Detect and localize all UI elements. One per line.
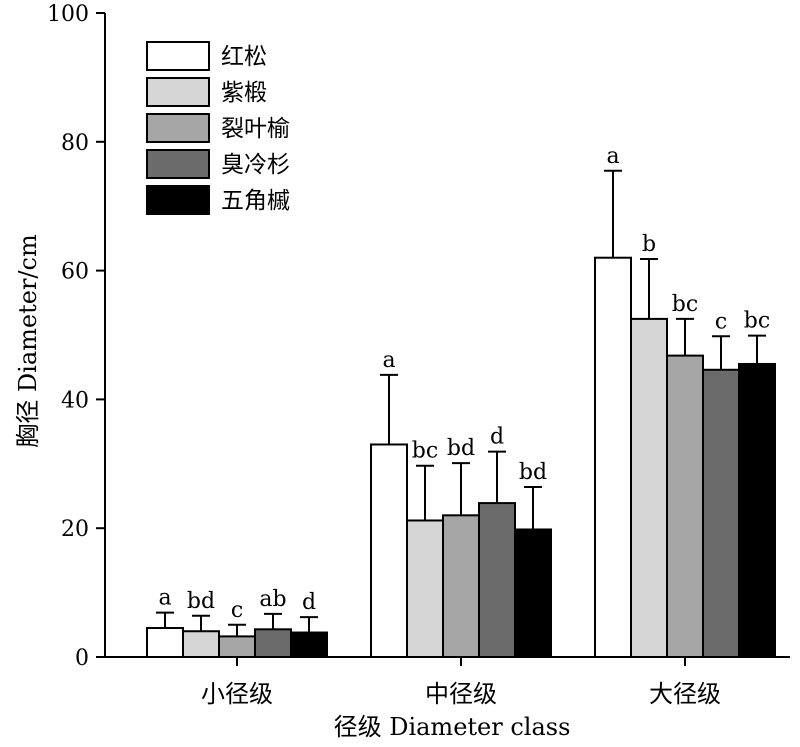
bar — [666, 354, 704, 658]
y-axis-title: 胸径 Diameter/cm — [14, 234, 42, 448]
bar — [630, 317, 668, 658]
significance-label: bc — [412, 439, 438, 464]
bar — [442, 514, 480, 658]
bar — [146, 627, 184, 659]
legend-label: 臭冷杉 — [221, 152, 290, 178]
legend-swatch — [146, 77, 210, 107]
bar — [370, 443, 408, 659]
bar — [254, 628, 292, 658]
significance-label: bd — [519, 460, 547, 485]
legend-swatch — [146, 149, 210, 179]
x-axis-title: 径级 Diameter class — [334, 713, 571, 741]
legend-label: 红松 — [221, 44, 267, 70]
significance-label: c — [231, 598, 243, 623]
legend-swatch — [146, 185, 210, 215]
y-tick-label: 80 — [61, 131, 89, 156]
x-tick-label: 中径级 — [425, 680, 497, 708]
significance-label: a — [382, 348, 395, 373]
bar — [218, 635, 256, 659]
y-tick-label: 20 — [61, 517, 89, 542]
x-axis: 小径级 中径级 大径级 — [105, 656, 790, 708]
significance-label: a — [158, 586, 171, 611]
y-axis: 0 20 40 60 80 100 — [47, 2, 106, 671]
significance-label: a — [606, 144, 619, 169]
y-tick-label: 60 — [61, 260, 89, 285]
significance-label: bc — [744, 309, 770, 334]
bar — [478, 502, 516, 659]
x-tick-label: 小径级 — [201, 680, 273, 708]
bar — [406, 519, 444, 658]
significance-label: bd — [447, 436, 475, 461]
bar — [290, 631, 328, 659]
legend-swatch — [146, 113, 210, 143]
significance-label: bd — [187, 589, 215, 614]
y-tick-label: 0 — [75, 646, 89, 671]
significance-label: d — [490, 425, 504, 450]
legend-label: 紫椴 — [221, 80, 267, 106]
bar — [702, 368, 740, 658]
bar — [182, 630, 220, 658]
x-tick-label: 大径级 — [649, 680, 721, 708]
y-tick-label: 100 — [47, 2, 89, 27]
legend-label: 裂叶榆 — [221, 116, 290, 142]
significance-label: bc — [672, 292, 698, 317]
significance-label: b — [642, 232, 656, 257]
legend-swatch — [146, 41, 210, 71]
bar — [514, 528, 552, 658]
bar — [738, 362, 776, 658]
bar — [594, 256, 632, 658]
significance-label: c — [715, 309, 727, 334]
legend-label: 五角槭 — [221, 188, 290, 214]
significance-label: d — [302, 590, 316, 615]
y-tick-label: 40 — [61, 388, 89, 413]
significance-label: ab — [259, 587, 286, 612]
